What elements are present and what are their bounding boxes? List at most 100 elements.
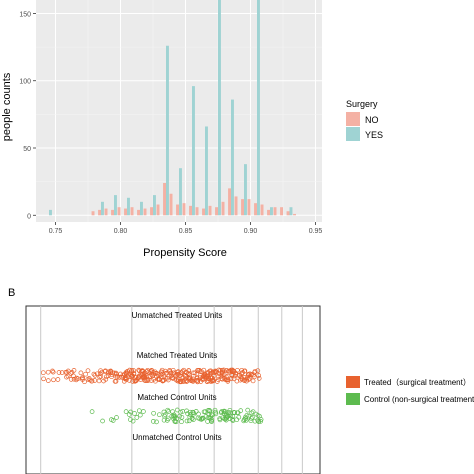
treated-point — [143, 378, 148, 384]
bar-yes — [270, 207, 273, 216]
treated-point — [210, 378, 215, 383]
control-point — [114, 415, 119, 420]
treated-point — [41, 376, 46, 382]
treated-point — [244, 378, 249, 384]
control-point — [258, 419, 263, 424]
treated-point — [183, 373, 188, 378]
treated-point — [40, 370, 46, 376]
bar-yes — [166, 45, 169, 216]
bar-no — [195, 207, 199, 216]
x-axis-label: Propensity Score — [143, 247, 227, 259]
row-label-unmatched-control: Unmatched Control Units — [132, 433, 221, 442]
control-point — [220, 415, 226, 421]
bar-no — [202, 208, 205, 216]
treated-point — [233, 372, 239, 377]
treated-point — [143, 373, 149, 379]
treated-point — [175, 378, 181, 384]
treated-point — [50, 368, 55, 374]
treated-point — [85, 368, 91, 374]
treated-point — [219, 376, 224, 381]
treated-point — [246, 372, 252, 378]
control-point — [213, 411, 219, 417]
legend-key-yes — [346, 127, 360, 141]
treated-point — [242, 375, 247, 380]
control-point — [207, 408, 213, 414]
bar-no — [98, 209, 101, 216]
control-point — [234, 410, 240, 416]
treated-point — [130, 379, 135, 384]
control-point — [255, 417, 261, 423]
control-point — [151, 410, 156, 416]
treated-point — [168, 373, 174, 379]
treated-point — [170, 367, 176, 373]
treated-point — [136, 367, 142, 373]
jitter-panel: B Unmatched Treated Units Matched Treate… — [8, 287, 474, 474]
control-point — [177, 413, 182, 419]
legend-label-no: NO — [365, 115, 379, 125]
control-point — [230, 417, 235, 422]
y-axis-label: people counts — [1, 72, 13, 141]
y-tick-label: 150 — [19, 11, 31, 18]
treated-point — [156, 376, 162, 382]
treated-point — [236, 373, 242, 378]
bar-yes — [140, 201, 143, 216]
treated-point — [78, 370, 84, 376]
legend-key-no — [346, 112, 360, 126]
bar-no — [130, 207, 134, 216]
treated-point — [176, 372, 181, 377]
x-tick-label: 0.85 — [179, 228, 193, 235]
legend-label-yes: YES — [365, 130, 383, 140]
bar-no — [260, 204, 264, 216]
control-point — [213, 409, 218, 415]
control-point — [221, 408, 227, 414]
treated-point — [195, 375, 200, 381]
treated-point — [231, 376, 237, 382]
treated-point — [214, 369, 219, 375]
x-tick-label: 0.80 — [114, 228, 128, 235]
treated-point — [219, 376, 225, 382]
bar-no — [280, 207, 283, 216]
control-point — [249, 410, 255, 416]
treated-point — [144, 369, 150, 374]
control-point — [225, 414, 230, 420]
bar-no — [215, 207, 218, 216]
histogram-bars — [49, 0, 296, 216]
treated-point — [167, 368, 172, 373]
x-tick-label: 0.90 — [244, 228, 258, 235]
treated-point — [73, 377, 79, 383]
control-point — [255, 413, 261, 418]
control-point — [191, 410, 196, 416]
treated-point — [178, 379, 184, 385]
treated-point — [141, 372, 147, 378]
treated-point — [85, 376, 91, 382]
bar-yes — [127, 197, 130, 216]
legend-key-treated — [346, 376, 360, 388]
control-point — [193, 409, 199, 414]
treated-point — [94, 371, 100, 377]
control-point — [232, 410, 237, 416]
control-point — [172, 419, 178, 424]
x-tick-label: 0.75 — [49, 228, 63, 235]
treated-point — [113, 378, 119, 384]
treated-point — [98, 368, 103, 374]
bar-no — [241, 199, 244, 216]
bar-no — [247, 199, 251, 216]
treated-point — [187, 374, 193, 380]
treated-point — [103, 368, 108, 374]
treated-point — [59, 370, 65, 375]
bar-no — [163, 182, 166, 216]
control-point — [208, 414, 214, 420]
treated-point — [225, 368, 231, 374]
control-point — [238, 408, 244, 413]
control-point — [174, 407, 180, 413]
treated-point — [137, 373, 143, 379]
treated-point — [250, 378, 256, 384]
treated-point — [68, 377, 74, 382]
bar-no — [104, 208, 108, 216]
control-point — [157, 412, 162, 418]
control-point — [141, 409, 146, 414]
treated-point — [80, 375, 85, 380]
bar-no — [182, 203, 186, 216]
jitter-guide-lines — [40, 306, 303, 474]
